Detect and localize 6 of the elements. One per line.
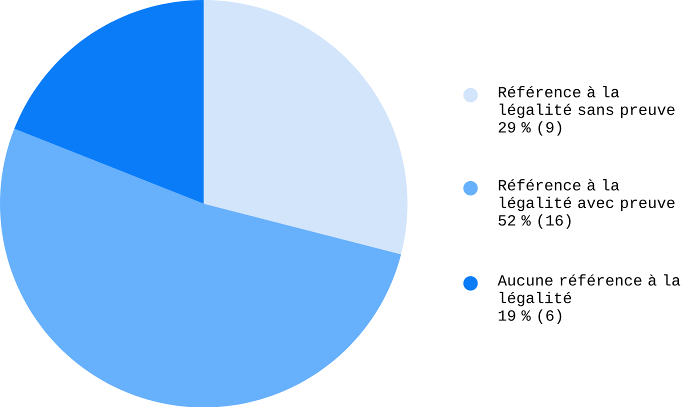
legend-label: Aucune référence à la légalité: [498, 274, 680, 306]
data-label: 29 % (9): [498, 120, 562, 136]
data-label: 19 % (6): [498, 309, 562, 324]
data-label: 52 % (16): [498, 214, 571, 229]
legend-label: Référence à la légalité sans preuve: [498, 86, 674, 118]
legend-label: Référence à la légalité avec preuve: [498, 178, 674, 211]
